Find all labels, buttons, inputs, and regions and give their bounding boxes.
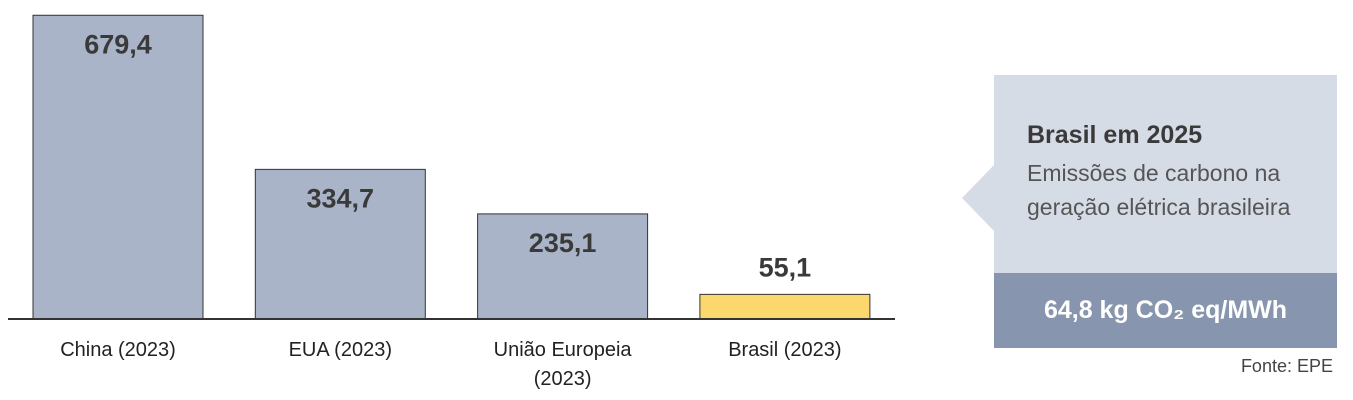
bar	[32, 14, 204, 320]
x-tick-label: Brasil (2023)	[728, 339, 842, 361]
panel-highlight: 64,8 kg CO₂ eq/MWh	[1043, 296, 1288, 324]
x-tick-label: China (2023)	[60, 339, 176, 361]
x-tick-label: EUA (2023)	[288, 339, 392, 361]
value-label: 679,4	[84, 29, 152, 59]
bar	[477, 213, 649, 320]
bar	[699, 293, 871, 320]
value-label: 235,1	[529, 228, 597, 258]
source: Fonte: EPE	[1240, 356, 1333, 376]
panel-highlight-box	[994, 273, 1337, 348]
x-tick-label: União Europeia (2023)	[493, 339, 632, 390]
panel-pointer	[962, 165, 994, 231]
value-label: 334,7	[307, 183, 375, 213]
value-label: 55,1	[759, 252, 812, 282]
bar	[254, 168, 426, 320]
panel-text: Emissões de carbono na geração elétrica …	[1027, 160, 1291, 220]
panel-title: Brasil em 2025	[1027, 121, 1203, 149]
panel	[994, 75, 1337, 273]
